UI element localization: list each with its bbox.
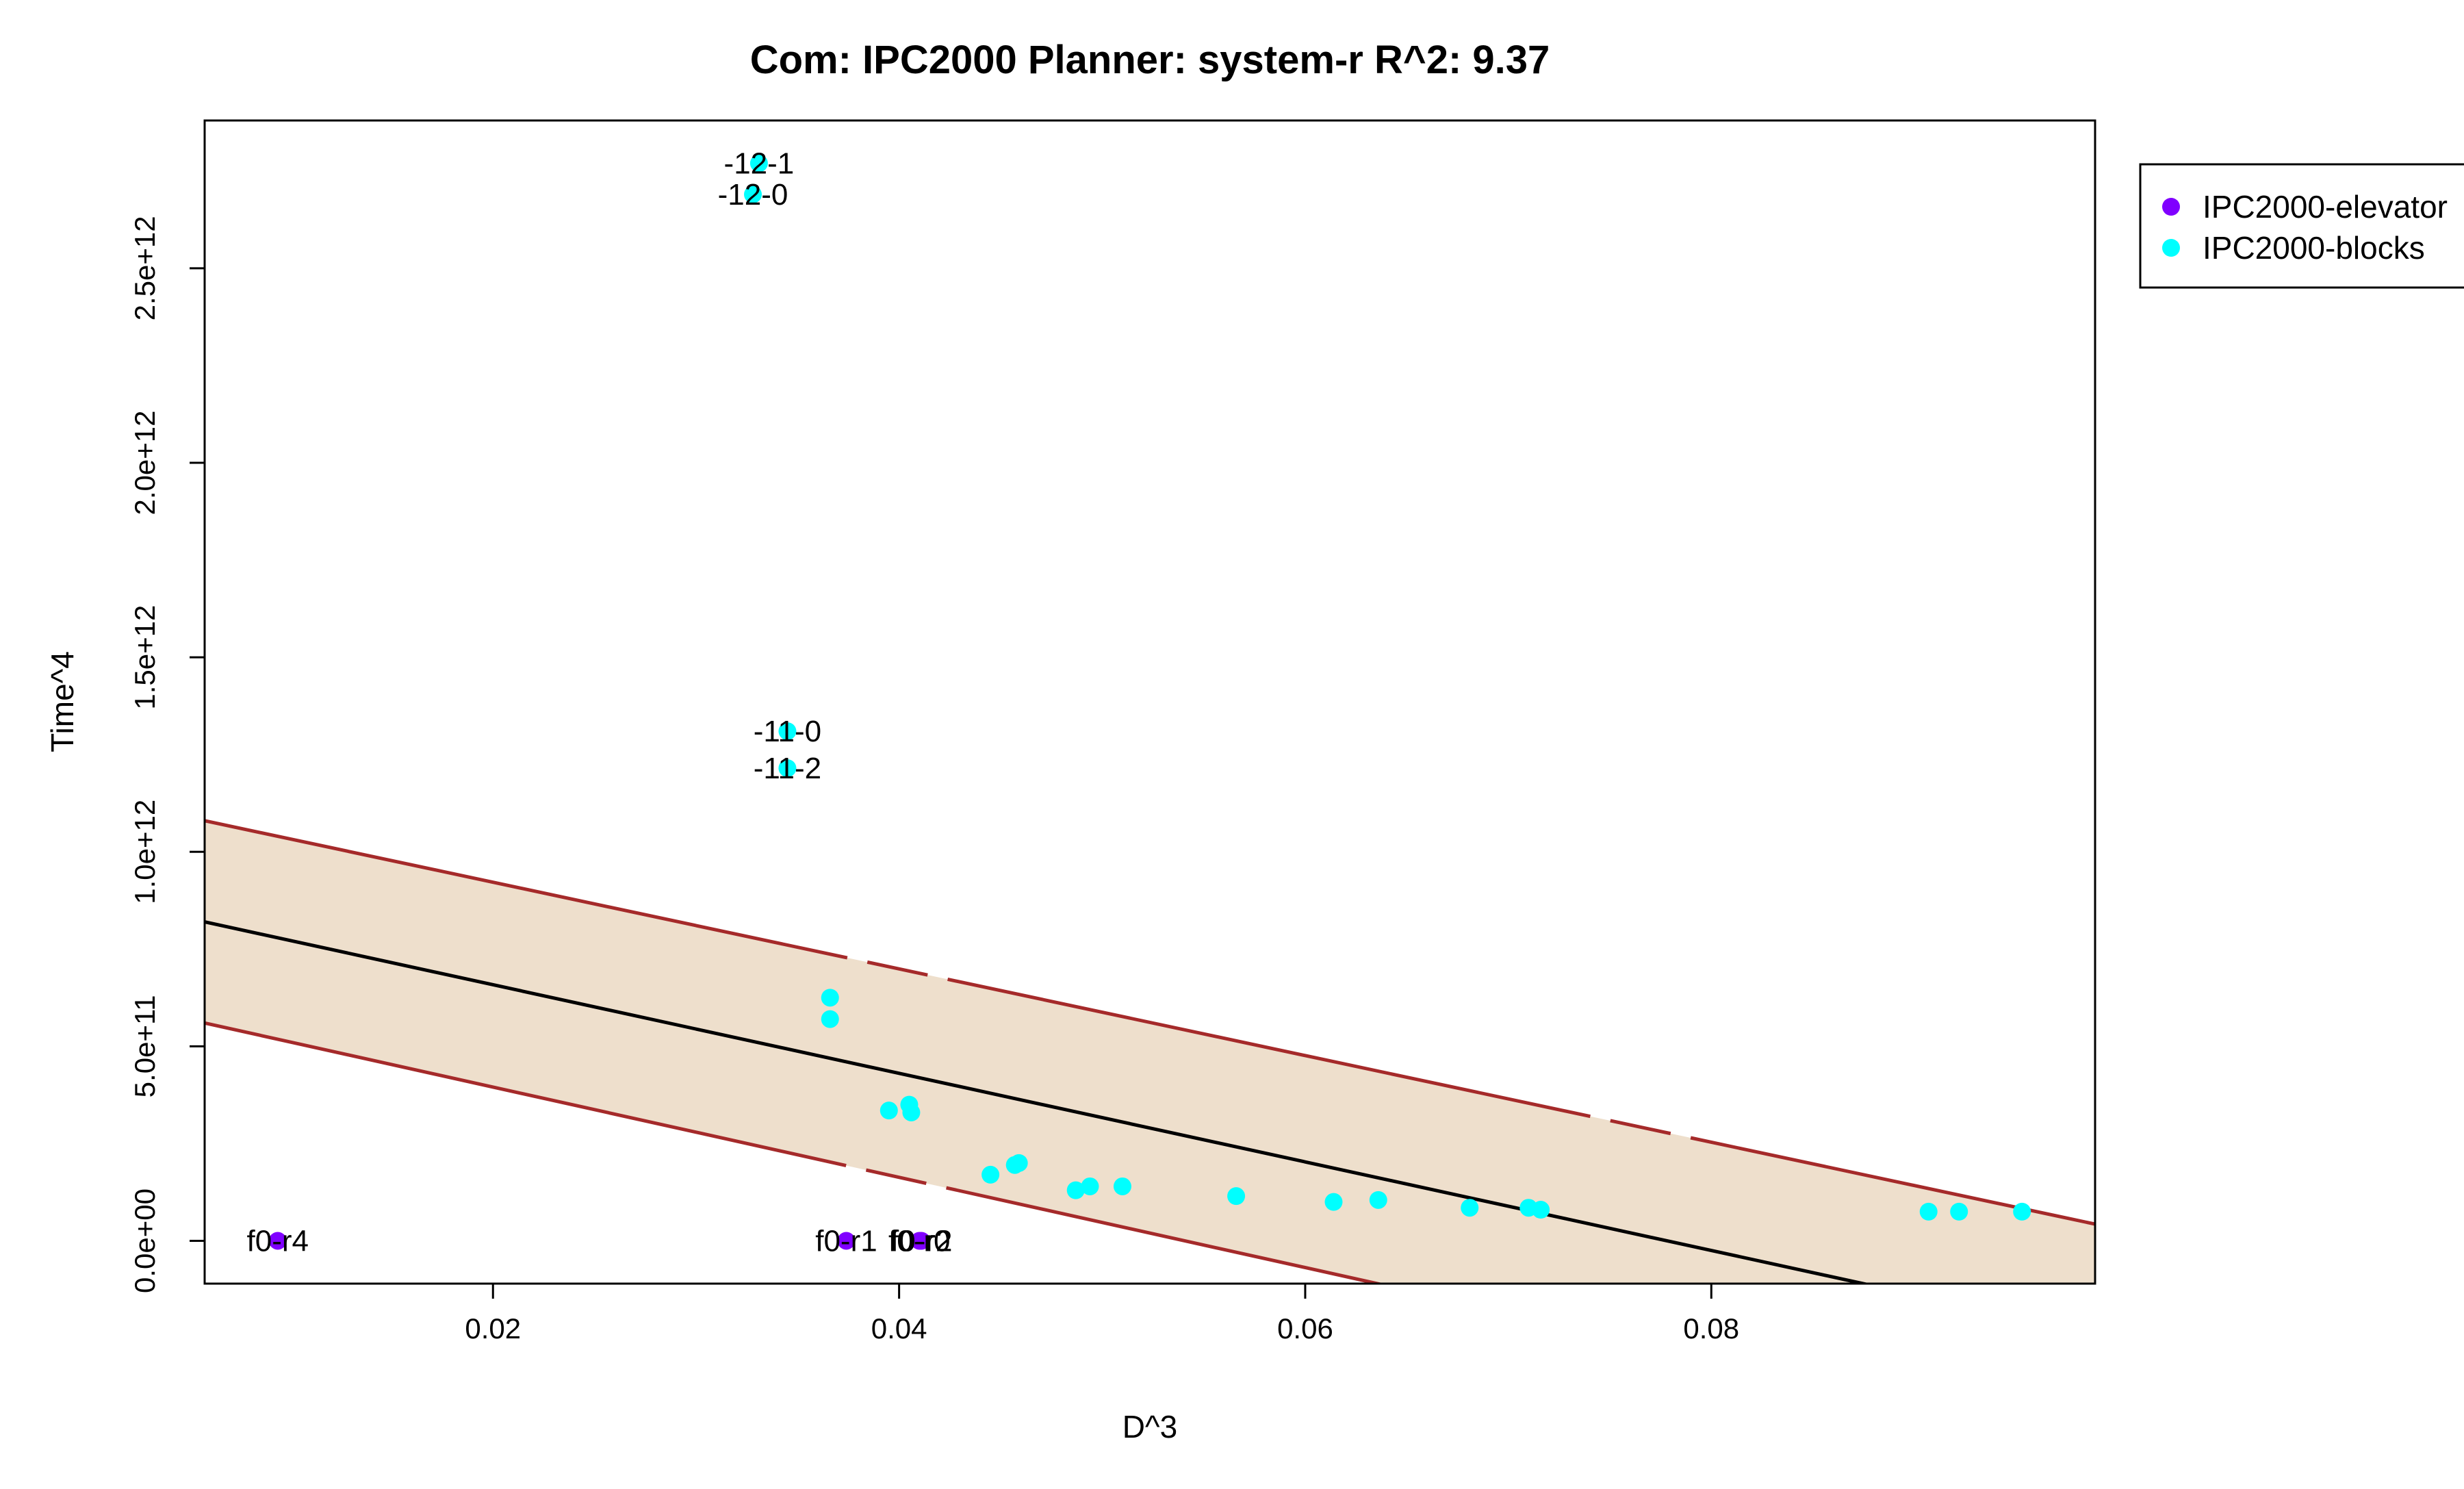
legend-marker-blocks: [2162, 239, 2180, 257]
x-axis: 0.02 0.04 0.06 0.08: [465, 1282, 1739, 1345]
y-tick-label-2: 1.0e+12: [129, 800, 161, 904]
y-axis: 0.0e+00 5.0e+11 1.0e+12 1.5e+12 2.0e+12 2.5e+…: [129, 216, 206, 1293]
point-label-ipc2000-blocks-3: -11-2: [754, 752, 821, 785]
x-axis-label: D^3: [1122, 1409, 1177, 1445]
regression-line: [205, 920, 1871, 1284]
y-tick-label-3: 1.5e+12: [129, 605, 161, 710]
confidence-band-fill: [205, 820, 2095, 1284]
legend-box: [2139, 163, 2464, 289]
point-ipc2000-elevator-3: [912, 1232, 931, 1250]
x-tick-label-3: 0.08: [1683, 1312, 1739, 1345]
point-ipc2000-blocks-23: [2013, 1202, 2031, 1221]
point-ipc2000-blocks-21: [1919, 1202, 1938, 1221]
data-points: [268, 154, 2031, 1250]
point-label-ipc2000-elevator-2: f0-r0: [888, 1224, 950, 1258]
point-ipc2000-blocks-20: [1532, 1201, 1550, 1219]
y-tick-label-4: 2.0e+12: [129, 411, 161, 516]
regression-band: [205, 819, 2095, 1284]
point-ipc2000-blocks-17: [1369, 1191, 1387, 1209]
point-label-ipc2000-elevator-0: f0-r4: [247, 1224, 309, 1258]
point-ipc2000-blocks-4: [821, 989, 839, 1007]
point-label-ipc2000-blocks-2: -11-0: [754, 715, 821, 748]
x-tick-label-2: 0.06: [1277, 1312, 1333, 1345]
lower-band-line: [205, 1021, 1385, 1284]
point-ipc2000-blocks-3: [778, 759, 797, 778]
point-ipc2000-blocks-22: [1950, 1202, 1968, 1221]
point-ipc2000-blocks-13: [1081, 1177, 1099, 1195]
point-label-ipc2000-blocks-1: -12-0: [718, 178, 788, 212]
point-ipc2000-blocks-6: [880, 1102, 898, 1120]
point-ipc2000-blocks-11: [1010, 1154, 1028, 1172]
upper-band-line: [205, 819, 2095, 1226]
legend-marker-elevator: [2162, 198, 2180, 216]
point-ipc2000-elevator-0: [268, 1232, 287, 1250]
point-ipc2000-blocks-18: [1461, 1199, 1479, 1217]
legend: IPC2000-elevator IPC2000-blocks: [2139, 163, 2464, 289]
point-label-ipc2000-blocks-0: -12-1: [724, 147, 795, 181]
point-ipc2000-blocks-5: [821, 1010, 839, 1028]
point-label-ipc2000-elevator-3: f0-r2: [890, 1224, 952, 1258]
y-tick-label-1: 5.0e+11: [129, 995, 161, 1097]
point-ipc2000-blocks-0: [749, 154, 768, 173]
point-ipc2000-blocks-9: [981, 1165, 1000, 1184]
legend-label-blocks: IPC2000-blocks: [2203, 230, 2425, 266]
point-label-ipc2000-elevator-1: f0-r1: [815, 1224, 877, 1258]
chart-title: Com: IPC2000 Planner: system-r R^2: 9.37: [750, 38, 1550, 82]
point-ipc2000-blocks-1: [744, 185, 762, 203]
y-axis-label: Time^4: [44, 651, 80, 752]
point-ipc2000-elevator-1: [837, 1232, 856, 1250]
y-tick-label-5: 2.5e+12: [129, 216, 161, 320]
x-tick-label-0: 0.02: [465, 1312, 521, 1345]
y-tick-label-0: 0.0e+00: [129, 1188, 161, 1293]
point-ipc2000-blocks-2: [778, 722, 797, 741]
point-ipc2000-blocks-15: [1227, 1187, 1246, 1206]
point-ipc2000-blocks-14: [1113, 1177, 1131, 1195]
point-ipc2000-blocks-12: [1066, 1181, 1085, 1199]
point-ipc2000-blocks-16: [1324, 1193, 1343, 1211]
point-ipc2000-blocks-8: [902, 1103, 921, 1121]
legend-label-elevator: IPC2000-elevator: [2203, 189, 2448, 225]
x-tick-label-1: 0.04: [871, 1312, 927, 1345]
